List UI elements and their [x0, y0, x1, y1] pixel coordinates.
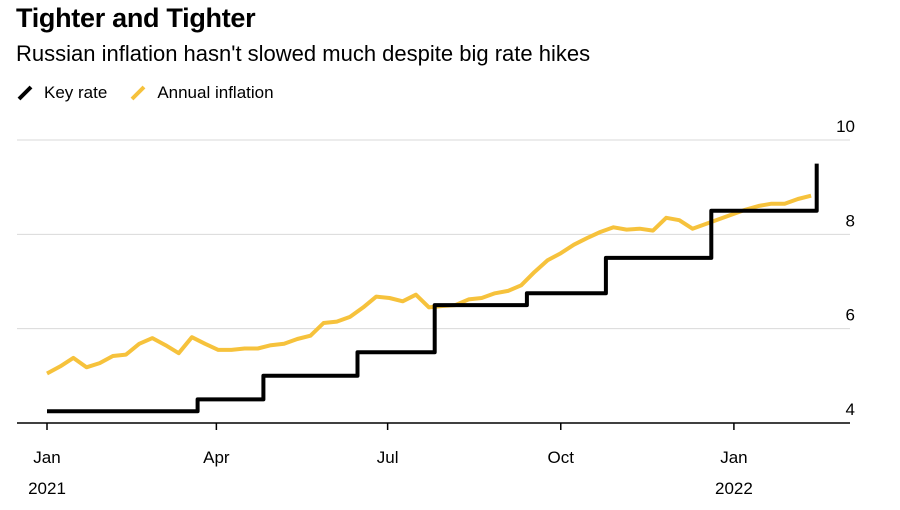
series-line-annual-inflation [46, 193, 812, 376]
legend-swatch-annual-inflation [130, 85, 146, 101]
x-tick-label-3: Oct [548, 448, 575, 467]
legend-item-key-rate: Key rate [16, 83, 107, 103]
chart-title: Tighter and Tighter [16, 3, 256, 33]
x-tick-year-label-4: 2022 [715, 479, 753, 498]
legend-label-annual-inflation: Annual inflation [157, 83, 274, 102]
x-tick-year-label-0: 2021 [28, 479, 66, 498]
y-tick-label-6: 6 [846, 306, 855, 325]
series-line-key-rate [47, 163, 819, 414]
legend-label-key-rate: Key rate [44, 83, 108, 102]
x-tick-label-0: Jan [33, 448, 60, 467]
chart-subtitle: Russian inflation hasn't slowed much des… [16, 41, 591, 66]
y-tick-label-10: 10 [836, 117, 855, 136]
x-tick-label-4: Jan [720, 448, 747, 467]
x-tick-label-1: Apr [203, 448, 230, 467]
x-tick-label-2: Jul [377, 448, 399, 467]
legend-swatch-key-rate [17, 85, 33, 101]
legend-item-annual-inflation: Annual inflation [129, 83, 274, 103]
y-tick-label-8: 8 [846, 211, 855, 230]
legend: Key rate Annual inflation [16, 83, 296, 103]
y-tick-label-4: 4 [846, 400, 855, 419]
